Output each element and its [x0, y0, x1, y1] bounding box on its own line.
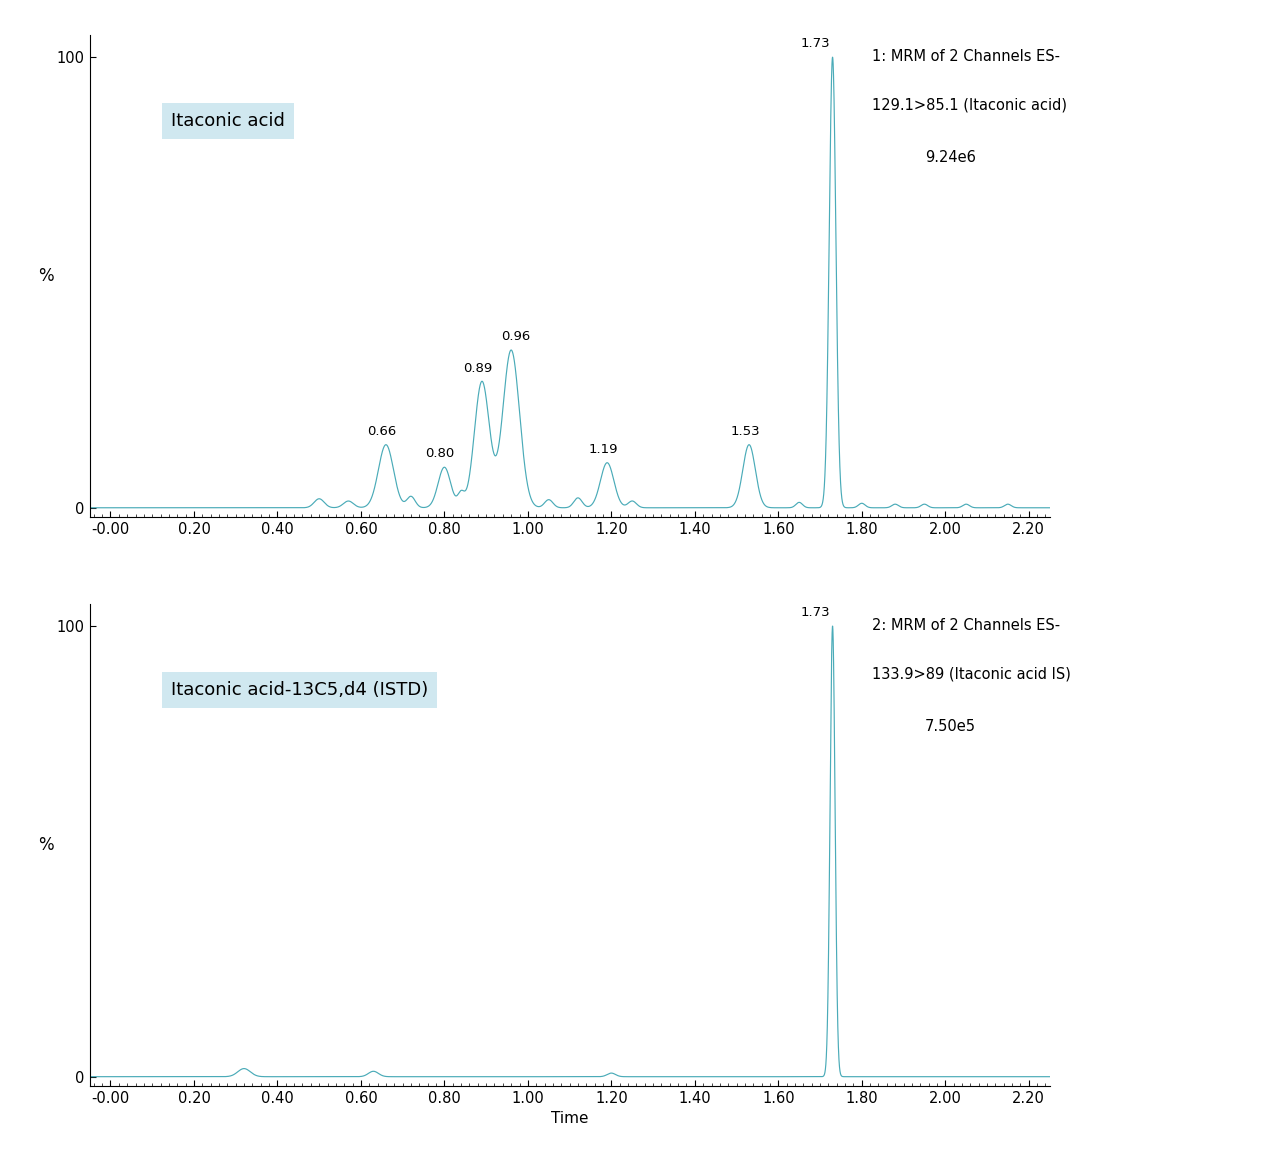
Text: 1.19: 1.19 [589, 444, 618, 456]
Text: 1.73: 1.73 [801, 606, 831, 619]
Text: 0.96: 0.96 [500, 330, 530, 343]
Y-axis label: %: % [38, 835, 54, 854]
Y-axis label: %: % [38, 267, 54, 285]
X-axis label: Time: Time [550, 1111, 589, 1126]
Text: Itaconic acid-13C5,d4 (ISTD): Itaconic acid-13C5,d4 (ISTD) [172, 681, 429, 699]
Text: 1.53: 1.53 [730, 425, 760, 438]
Text: 1.73: 1.73 [801, 37, 831, 51]
Text: 0.80: 0.80 [425, 447, 454, 461]
Text: 9.24e6: 9.24e6 [925, 150, 975, 165]
Text: 0.89: 0.89 [463, 362, 493, 375]
Text: 0.66: 0.66 [367, 425, 397, 438]
Text: 2: MRM of 2 Channels ES-: 2: MRM of 2 Channels ES- [872, 618, 1060, 633]
Text: Itaconic acid: Itaconic acid [172, 112, 285, 131]
Text: 7.50e5: 7.50e5 [925, 720, 975, 735]
Text: 1: MRM of 2 Channels ES-: 1: MRM of 2 Channels ES- [872, 50, 1060, 65]
Text: 129.1>85.1 (Itaconic acid): 129.1>85.1 (Itaconic acid) [872, 97, 1068, 112]
Text: 133.9>89 (Itaconic acid IS): 133.9>89 (Itaconic acid IS) [872, 666, 1071, 681]
